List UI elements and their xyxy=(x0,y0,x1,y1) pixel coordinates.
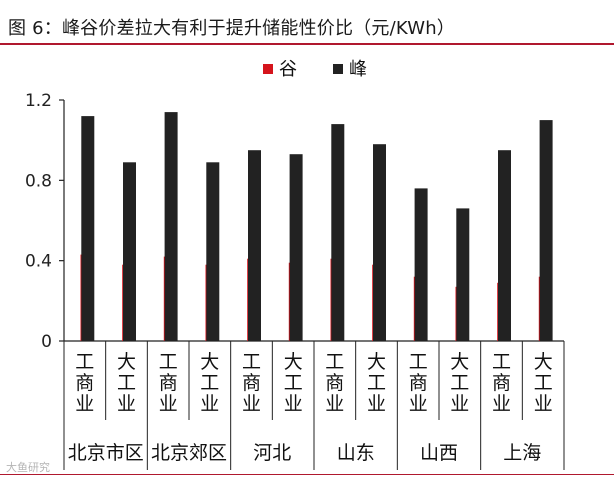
chart-bars xyxy=(80,112,553,341)
y-tick-label: 0.4 xyxy=(25,252,52,272)
group-label: 上海 xyxy=(503,442,541,464)
category-label-char: 业 xyxy=(242,393,261,415)
category-label-char: 业 xyxy=(200,393,219,415)
category-label-char: 工 xyxy=(159,351,178,373)
chart-legend: 谷峰 xyxy=(263,59,367,80)
group-label: 山东 xyxy=(337,442,375,464)
bar-peak xyxy=(456,208,470,341)
category-label-char: 商 xyxy=(325,372,344,394)
bar-peak xyxy=(539,120,553,341)
category-label-char: 工 xyxy=(284,372,303,394)
y-tick-label: 0 xyxy=(41,332,52,352)
category-label-char: 大 xyxy=(450,351,469,373)
y-tick-label: 1.2 xyxy=(25,91,52,111)
category-label-char: 大 xyxy=(284,351,303,373)
category-label-char: 大 xyxy=(200,351,219,373)
category-label-char: 商 xyxy=(492,372,511,394)
category-label-char: 工 xyxy=(200,372,219,394)
legend-swatch-valley xyxy=(263,64,273,74)
watermark-text: 大鱼研究 xyxy=(6,461,50,474)
category-label-char: 大 xyxy=(367,351,386,373)
title-rule xyxy=(0,43,614,45)
category-label-char: 业 xyxy=(159,393,178,415)
category-label-char: 业 xyxy=(409,393,428,415)
category-label-char: 工 xyxy=(75,351,94,373)
category-label-char: 工 xyxy=(117,372,136,394)
bar-peak xyxy=(248,150,261,341)
bar-peak xyxy=(123,162,136,341)
category-label-char: 大 xyxy=(534,351,553,373)
bar-peak xyxy=(164,112,178,341)
category-label-char: 商 xyxy=(242,372,261,394)
bar-peak xyxy=(414,188,428,341)
group-label: 河北 xyxy=(253,442,291,464)
category-label-char: 商 xyxy=(159,372,178,394)
category-label-char: 商 xyxy=(75,372,94,394)
category-label-char: 商 xyxy=(409,372,428,394)
bar-peak xyxy=(331,124,345,341)
category-labels: 工商业大工业工商业大工业工商业大工业工商业大工业工商业大工业工商业大工业北京市区… xyxy=(63,341,565,470)
category-label-char: 业 xyxy=(325,393,344,415)
category-label-char: 工 xyxy=(492,351,511,373)
category-label-char: 工 xyxy=(367,372,386,394)
category-label-char: 工 xyxy=(409,351,428,373)
category-label-char: 工 xyxy=(450,372,469,394)
legend-swatch-peak xyxy=(333,64,343,74)
figure-title: 图 6：峰谷价差拉大有利于提升储能性价比（元/KWh） xyxy=(8,18,456,39)
category-label-char: 大 xyxy=(117,351,136,373)
bottom-rule xyxy=(0,474,614,475)
legend-label: 谷 xyxy=(279,59,297,80)
category-label-char: 工 xyxy=(534,372,553,394)
bar-peak xyxy=(498,150,511,341)
category-label-char: 业 xyxy=(367,393,386,415)
category-label-char: 工 xyxy=(242,351,261,373)
category-label-char: 业 xyxy=(284,393,303,415)
bar-peak xyxy=(206,162,220,341)
category-label-char: 业 xyxy=(450,393,469,415)
category-label-char: 业 xyxy=(117,393,136,415)
bar-peak xyxy=(81,116,95,341)
category-label-char: 业 xyxy=(492,393,511,415)
bar-peak xyxy=(289,154,303,341)
bar-peak xyxy=(373,144,386,341)
category-label-char: 业 xyxy=(75,393,94,415)
y-tick-label: 0.8 xyxy=(25,171,52,191)
category-label-char: 业 xyxy=(534,393,553,415)
legend-label: 峰 xyxy=(349,59,367,80)
category-label-char: 工 xyxy=(325,351,344,373)
group-label: 北京郊区 xyxy=(151,442,227,464)
group-label: 山西 xyxy=(420,442,458,464)
group-label: 北京市区 xyxy=(68,442,144,464)
